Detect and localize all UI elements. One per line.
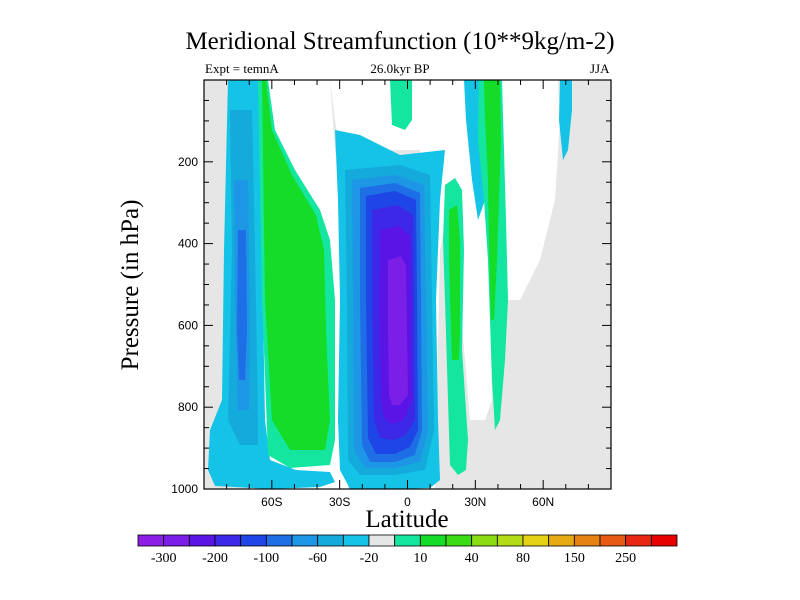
colorbar-label: -100 [253,551,279,566]
cell-70s-core [237,230,247,380]
cell-0-core [388,256,408,405]
colorbar-swatch [394,534,421,547]
x-axis-label: Latitude [365,506,448,533]
wisp-center-top [390,80,412,130]
y-tick-label: 400 [178,237,198,251]
colorbar-swatch [445,534,473,547]
colorbar-swatch [188,534,216,547]
x-tick-label: 60N [532,495,554,509]
y-tick-label: 800 [178,400,198,414]
cell-20n-core [449,205,460,360]
colorbar-swatch [163,534,190,547]
x-tick-label: 30N [464,495,486,509]
y-tick-label: 1000 [171,482,198,496]
colorbar-swatch [265,534,293,547]
time-label: 26.0kyr BP [370,61,430,76]
colorbar-swatch [137,534,165,547]
colorbar-swatch [471,534,498,547]
colorbar-swatch [291,534,319,547]
y-tick-label: 200 [178,155,198,169]
chart-title: Meridional Streamfunction (10**9kg/m-2) [185,28,615,55]
colorbar-swatch [214,534,242,547]
y-axis: 200 400 600 800 1000 [171,99,611,496]
contour-fields [208,80,572,489]
colorbar-label: -20 [360,551,379,566]
colorbar-swatch [573,534,601,547]
colorbar-swatch [522,534,550,547]
colorbar-swatch [368,534,396,547]
y-axis-label: Pressure (in hPa) [117,200,144,371]
x-tick-label: 0 [404,495,411,509]
cell-40n-core [484,80,501,320]
colorbar-label: -200 [202,551,228,566]
colorbar-swatch [548,534,575,547]
x-axis: 60S 30S 0 30N 60N [203,80,612,509]
colorbar-label: 80 [516,551,530,566]
colorbar-swatch [496,534,524,547]
colorbar-label: 250 [615,551,636,566]
colorbar-swatch [625,534,652,547]
x-tick-label: 60S [261,495,282,509]
colorbar-swatch [650,534,678,547]
colorbar-swatch [317,534,344,547]
colorbar: -300 -200 -100 -60 -20 10 40 80 150 250 [137,534,678,566]
colorbar-swatch [240,534,267,547]
colorbar-label: 40 [465,551,479,566]
near-zero-zone-far-north [500,80,560,300]
x-tick-label: 30S [329,495,350,509]
colorbar-label: 10 [413,551,427,566]
cell-45s-core [262,80,330,450]
colorbar-label: -300 [151,551,177,566]
colorbar-label: 150 [564,551,585,566]
colorbar-swatch [419,534,447,547]
colorbar-label: -60 [308,551,327,566]
season-label: JJA [590,61,610,76]
colorbar-swatch [342,534,370,547]
experiment-label: Expt = temnA [205,61,279,76]
colorbar-swatch [599,534,627,547]
y-tick-label: 600 [178,318,198,332]
wisp-far-north [559,80,572,160]
